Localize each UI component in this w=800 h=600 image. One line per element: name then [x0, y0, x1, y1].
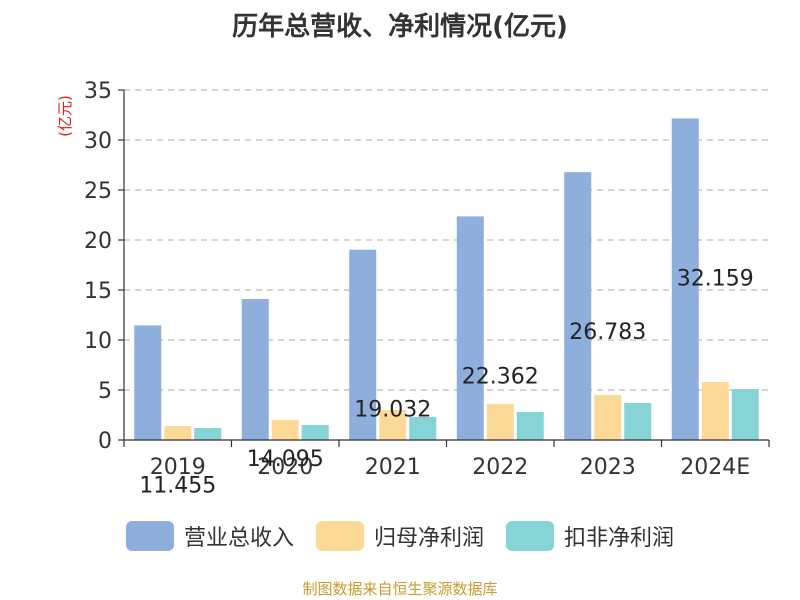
y-tick-label: 35 — [84, 79, 112, 104]
legend-label: 扣非净利润 — [564, 526, 675, 551]
legend-label: 归母净利润 — [373, 526, 484, 551]
x-tick-label: 2023 — [580, 455, 636, 480]
y-tick-label: 15 — [84, 279, 112, 304]
bar-2 — [379, 410, 407, 440]
x-tick-label: 2022 — [472, 455, 528, 480]
bars — [134, 118, 759, 441]
y-axis-label: (亿元) — [56, 95, 74, 137]
bar-3 — [409, 417, 437, 440]
legend-swatch — [315, 521, 364, 551]
bar-1 — [349, 249, 377, 440]
bar-3 — [624, 403, 652, 440]
x-tick-label: 2020 — [257, 455, 313, 480]
legend: 营业总收入 归母净利润 扣非净利润 — [0, 519, 800, 553]
bar-1 — [671, 118, 699, 440]
legend-swatch — [506, 521, 554, 551]
legend-item[interactable]: 扣非净利润 — [506, 520, 674, 552]
data-label: 26.783 — [569, 320, 646, 345]
data-label: 19.032 — [354, 398, 431, 423]
y-tick-label: 25 — [84, 179, 112, 204]
bar-2 — [164, 426, 192, 440]
y-tick-label: 20 — [84, 229, 112, 254]
bar-3 — [301, 425, 329, 440]
bar-1 — [564, 172, 592, 441]
y-tick-label: 30 — [84, 129, 112, 154]
x-tick-label: 2024E — [680, 455, 750, 480]
bar-3 — [731, 389, 759, 440]
chart-title: 历年总营收、净利情况(亿元) — [232, 12, 568, 42]
bar-2 — [486, 404, 514, 440]
data-label: 32.159 — [677, 266, 754, 291]
bar-3 — [516, 412, 544, 440]
data-label: 22.362 — [462, 364, 539, 389]
bar-2 — [594, 395, 622, 440]
axes: 0 5 10 15 20 25 30 35 2019 2020 2021 2022 2023 2024E — [84, 79, 770, 480]
y-tick-label: 0 — [98, 429, 112, 454]
bar-1 — [456, 216, 484, 440]
legend-label: 营业总收入 — [183, 526, 294, 551]
y-tick-label: 5 — [98, 379, 112, 404]
bar-2 — [701, 382, 729, 440]
source-note: 制图数据来自恒生聚源数据库 — [302, 580, 498, 598]
x-tick-label: 2021 — [365, 455, 421, 480]
legend-item[interactable]: 营业总收入 — [125, 520, 294, 552]
bar-3 — [194, 428, 222, 440]
gridlines — [124, 89, 769, 391]
legend-item[interactable]: 归母净利润 — [315, 520, 484, 552]
y-tick-label: 10 — [84, 329, 112, 354]
data-label: 14.095 — [247, 447, 324, 472]
bar-2 — [271, 420, 299, 440]
bar-1 — [134, 325, 162, 440]
bar-1 — [241, 299, 269, 440]
x-tick-label: 2019 — [150, 455, 206, 480]
data-labels: 11.455 14.095 19.032 22.362 26.783 32.159 — [139, 266, 753, 498]
legend-swatch — [125, 521, 174, 551]
data-label: 11.455 — [139, 473, 216, 498]
